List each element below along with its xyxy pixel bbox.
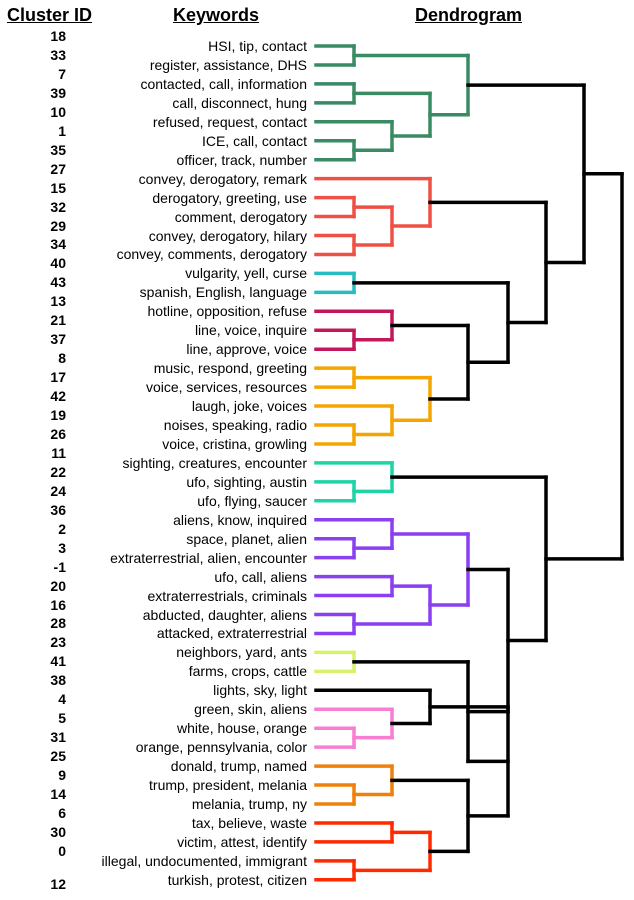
cluster-keywords: convey, derogatory, hilary (148, 227, 307, 244)
cluster-keywords: derogatory, greeting, use (152, 189, 307, 206)
cluster-keywords: melania, trump, ny (191, 796, 307, 812)
cluster-id: 25 (50, 748, 66, 765)
cluster-id-header: Cluster ID (7, 5, 93, 25)
cluster-keywords: line, voice, inquire (194, 322, 307, 339)
cluster-id: 3 (58, 539, 66, 556)
cluster-keywords: lights, sky, light (213, 682, 307, 699)
cluster-id: 2 (58, 520, 66, 537)
cluster-id: 43 (50, 274, 66, 291)
cluster-keywords: refused, request, contact (152, 113, 307, 130)
cluster-keywords: convey, comments, derogatory (116, 246, 307, 263)
cluster-id: 24 (50, 482, 66, 499)
cluster-keywords: aliens, know, inquired (173, 511, 307, 528)
cluster-id: 12 (50, 875, 66, 892)
cluster-keywords: neighbors, yard, ants (176, 644, 307, 661)
cluster-id: 11 (51, 444, 66, 461)
cluster-keywords: white, house, orange (177, 720, 307, 737)
cluster-keywords: music, respond, greeting (153, 360, 307, 377)
cluster-keywords: attacked, extraterrestrial (156, 625, 307, 642)
cluster-keywords: green, skin, aliens (194, 701, 307, 718)
dendrogram-header: Dendrogram (415, 5, 523, 25)
cluster-keywords: ufo, call, aliens (214, 568, 307, 585)
cluster-id: 30 (50, 823, 66, 840)
cluster-id: 13 (50, 293, 66, 310)
cluster-keywords: ufo, sighting, austin (186, 473, 307, 490)
cluster-id: -1 (53, 558, 66, 575)
cluster-id: 16 (50, 596, 66, 613)
cluster-id: 4 (58, 691, 66, 708)
cluster-id: 29 (50, 217, 66, 234)
cluster-keywords: extraterrestrial, alien, encounter (110, 549, 307, 566)
cluster-keywords: comment, derogatory (174, 208, 307, 225)
cluster-id: 31 (50, 729, 66, 746)
cluster-keywords: space, planet, alien (186, 530, 307, 547)
cluster-keywords: HSI, tip, contact (208, 38, 307, 54)
cluster-id: 37 (50, 331, 66, 348)
cluster-id: 33 (50, 46, 66, 63)
cluster-id: 20 (50, 577, 66, 594)
cluster-keywords: register, assistance, DHS (149, 56, 307, 73)
cluster-id: 7 (58, 65, 66, 82)
cluster-id: 10 (50, 103, 66, 120)
cluster-id: 5 (58, 710, 66, 727)
cluster-keywords: convey, derogatory, remark (138, 170, 307, 187)
cluster-keywords: extraterrestrials, criminals (147, 587, 307, 604)
cluster-keywords: ufo, flying, saucer (197, 492, 307, 509)
cluster-keywords: farms, crops, cattle (188, 663, 307, 680)
cluster-id: 28 (50, 615, 66, 632)
cluster-keywords: tax, believe, waste (191, 814, 307, 831)
cluster-keywords: illegal, undocumented, immigrant (101, 852, 307, 869)
cluster-id: 9 (58, 767, 66, 784)
cluster-id: 26 (50, 425, 66, 442)
cluster-keywords: line, approve, voice (186, 341, 307, 358)
cluster-id: 18 (50, 28, 66, 44)
cluster-id: 23 (50, 634, 66, 651)
cluster-id: 34 (50, 236, 66, 253)
cluster-id: 1 (58, 122, 66, 139)
cluster-keywords: turkish, protest, citizen (167, 871, 307, 888)
cluster-id: 36 (50, 501, 66, 518)
cluster-id: 15 (50, 179, 66, 196)
keywords-header: Keywords (173, 5, 260, 25)
cluster-keywords: ICE, call, contact (201, 132, 307, 149)
cluster-id: 6 (58, 804, 66, 821)
cluster-id: 35 (50, 141, 66, 158)
cluster-id: 0 (58, 842, 66, 859)
cluster-keywords: vulgarity, yell, curse (185, 265, 307, 282)
cluster-keywords: noises, speaking, radio (163, 417, 307, 433)
cluster-keywords: orange, pennsylvania, color (135, 739, 307, 756)
cluster-keywords: victim, attest, identify (177, 833, 307, 850)
cluster-keywords: hotline, opposition, refuse (147, 303, 307, 320)
cluster-id: 40 (50, 255, 66, 272)
cluster-keywords: officer, track, number (176, 151, 307, 168)
cluster-keywords: trump, president, melania (149, 777, 307, 794)
cluster-keywords: abducted, daughter, aliens (142, 606, 307, 623)
cluster-id: 21 (50, 312, 66, 329)
cluster-id: 39 (50, 84, 66, 101)
cluster-id: 42 (50, 388, 66, 405)
cluster-id: 19 (50, 407, 66, 423)
cluster-keywords: sighting, creatures, encounter (122, 454, 307, 471)
cluster-id: 8 (58, 350, 66, 367)
cluster-id: 38 (50, 672, 66, 689)
cluster-keywords: voice, services, resources (145, 379, 307, 396)
cluster-keywords: voice, cristina, growling (162, 435, 307, 452)
cluster-id: 32 (50, 198, 66, 215)
cluster-id: 22 (50, 463, 66, 480)
cluster-id: 27 (50, 160, 66, 177)
cluster-keywords: donald, trump, named (170, 758, 307, 775)
cluster-id: 41 (50, 653, 66, 670)
cluster-keywords: laugh, joke, voices (191, 398, 307, 415)
cluster-keywords: call, disconnect, hung (172, 94, 307, 111)
cluster-keywords: contacted, call, information (140, 75, 307, 92)
cluster-keywords: spanish, English, language (139, 284, 307, 301)
cluster-id: 17 (50, 369, 66, 386)
cluster-id: 14 (50, 786, 66, 802)
